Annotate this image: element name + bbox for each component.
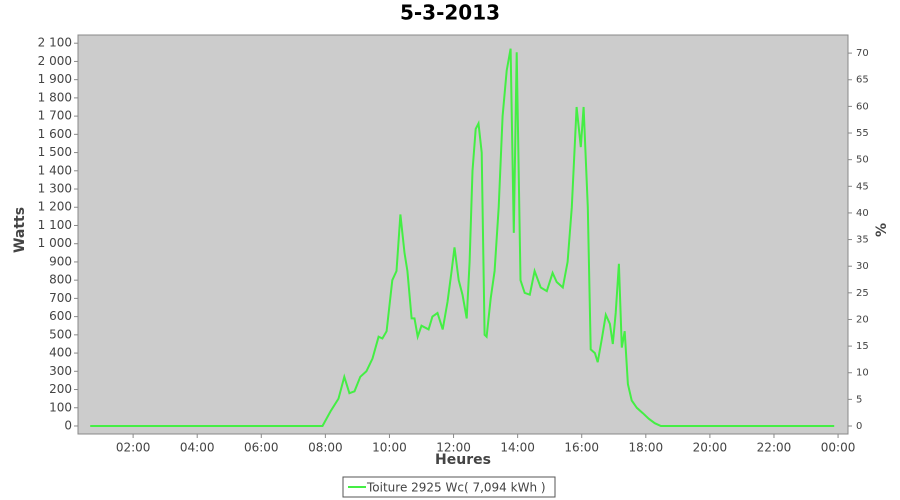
y-tick-label: 2 000 (38, 54, 72, 68)
y2-tick-label: 45 (856, 181, 869, 192)
y2-tick-label: 5 (856, 394, 862, 405)
y-tick-label: 1 800 (38, 90, 72, 104)
y-tick-label: 1 500 (38, 145, 72, 159)
y-tick-label: 100 (49, 400, 72, 414)
plot-area (77, 34, 849, 435)
y-tick-label: 600 (49, 309, 72, 323)
y-axis-label: Watts (12, 207, 28, 253)
y-tick-label: 1 000 (38, 236, 72, 250)
x-tick-label: 22:00 (757, 441, 792, 455)
x-tick-label: 10:00 (372, 441, 407, 455)
y-tick-label: 500 (49, 327, 72, 341)
y2-tick-label: 35 (856, 235, 869, 246)
y-tick-label: 300 (49, 364, 72, 378)
y-tick-label: 1 600 (38, 127, 72, 141)
y-tick-label: 1 900 (38, 72, 72, 86)
x-axis-label: Heures (435, 452, 491, 468)
y2-tick-label: 55 (856, 128, 869, 139)
x-tick-label: 20:00 (693, 441, 728, 455)
y2-tick-label: 30 (856, 261, 869, 272)
x-tick-label: 00:00 (821, 441, 856, 455)
y2-tick-label: 50 (856, 155, 869, 166)
y-tick-label: 1 400 (38, 163, 72, 177)
x-tick-label: 16:00 (564, 441, 599, 455)
x-tick-label: 14:00 (500, 441, 535, 455)
y-tick-label: 800 (49, 273, 72, 287)
y2-tick-label: 10 (856, 368, 869, 379)
legend (342, 476, 556, 498)
y-tick-label: 0 (64, 418, 72, 432)
legend-label: Toiture 2925 Wc( 7,094 kWh ) (366, 481, 546, 495)
x-tick-label: 08:00 (308, 441, 343, 455)
y-tick-label: 900 (49, 254, 72, 268)
y2-tick-label: 65 (856, 75, 869, 86)
y2-tick-label: 0 (856, 421, 862, 432)
y2-axis-label: % (874, 223, 890, 237)
y-tick-label: 200 (49, 382, 72, 396)
x-tick-label: 18:00 (629, 441, 664, 455)
y-tick-label: 1 200 (38, 200, 72, 214)
x-tick-label: 06:00 (244, 441, 279, 455)
chart-title: 5-3-2013 (400, 1, 500, 25)
y-tick-label: 1 300 (38, 182, 72, 196)
y2-tick-label: 15 (856, 341, 869, 352)
y2-tick-label: 25 (856, 288, 869, 299)
y-tick-label: 400 (49, 346, 72, 360)
y-tick-label: 1 700 (38, 109, 72, 123)
series-line (90, 48, 835, 427)
x-tick-label: 12:00 (436, 441, 471, 455)
y2-tick-label: 40 (856, 208, 869, 219)
y-tick-label: 700 (49, 291, 72, 305)
y2-tick-label: 20 (856, 314, 869, 325)
x-tick-label: 02:00 (116, 441, 151, 455)
y2-tick-label: 70 (856, 48, 869, 59)
y-tick-label: 1 100 (38, 218, 72, 232)
x-tick-label: 04:00 (180, 441, 215, 455)
y-tick-label: 2 100 (38, 36, 72, 50)
y2-tick-label: 60 (856, 101, 869, 112)
